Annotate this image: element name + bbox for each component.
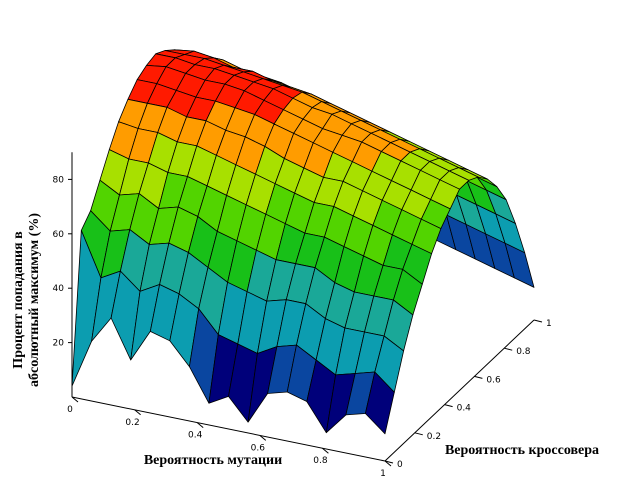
z-axis-title-line2: абсолютный максимум (%) [27, 213, 42, 387]
y-tick-label: 0.2 [427, 432, 441, 442]
x-tick-mark [71, 396, 79, 403]
y-tick-mark [414, 432, 423, 436]
z-tick-label: 80 [53, 175, 65, 185]
x-tick-label: 1 [380, 469, 386, 479]
z-tick-label: 20 [53, 339, 65, 349]
y-tick-label: 0.8 [516, 347, 531, 357]
y-tick-mark [504, 347, 513, 351]
z-tick-label: 60 [53, 230, 65, 240]
y-axis-line [384, 319, 535, 462]
x-tick-mark [322, 447, 329, 454]
y-tick-label: 0 [397, 460, 403, 470]
x-tick-mark [259, 435, 267, 441]
x-axis-title: Вероятность мутации [144, 453, 282, 468]
x-tick-label: 0.2 [125, 418, 139, 428]
axes [68, 152, 543, 467]
x-tick-label: 0.8 [313, 456, 328, 466]
y-tick-mark [384, 460, 394, 464]
surface-cell [364, 371, 395, 435]
x-tick-mark [134, 409, 141, 416]
y-tick-mark [533, 319, 543, 323]
x-tick-label: 0 [67, 405, 73, 415]
x-axis-line [71, 396, 386, 462]
y-axis-title: Вероятность кроссовера [445, 443, 599, 458]
y-tick-label: 0.4 [457, 404, 472, 414]
z-axis-title-line1: Процент попадания в [11, 231, 26, 369]
z-tick-label: 40 [53, 284, 65, 294]
x-tick-label: 0.4 [188, 431, 203, 441]
y-tick-mark [444, 404, 453, 408]
x-tick-mark [384, 460, 392, 467]
y-tick-mark [474, 375, 483, 379]
x-tick-mark [196, 422, 204, 428]
surface-mesh [71, 49, 535, 435]
x-tick-label: 0.6 [251, 443, 266, 453]
axis-labels: 0 0.2 0.4 0.6 0.8 1 0 0.2 0.4 0.6 0.8 1 20 40 60 80 Веро… [11, 175, 599, 479]
y-tick-label: 1 [546, 319, 552, 329]
y-tick-label: 0.6 [486, 375, 501, 385]
